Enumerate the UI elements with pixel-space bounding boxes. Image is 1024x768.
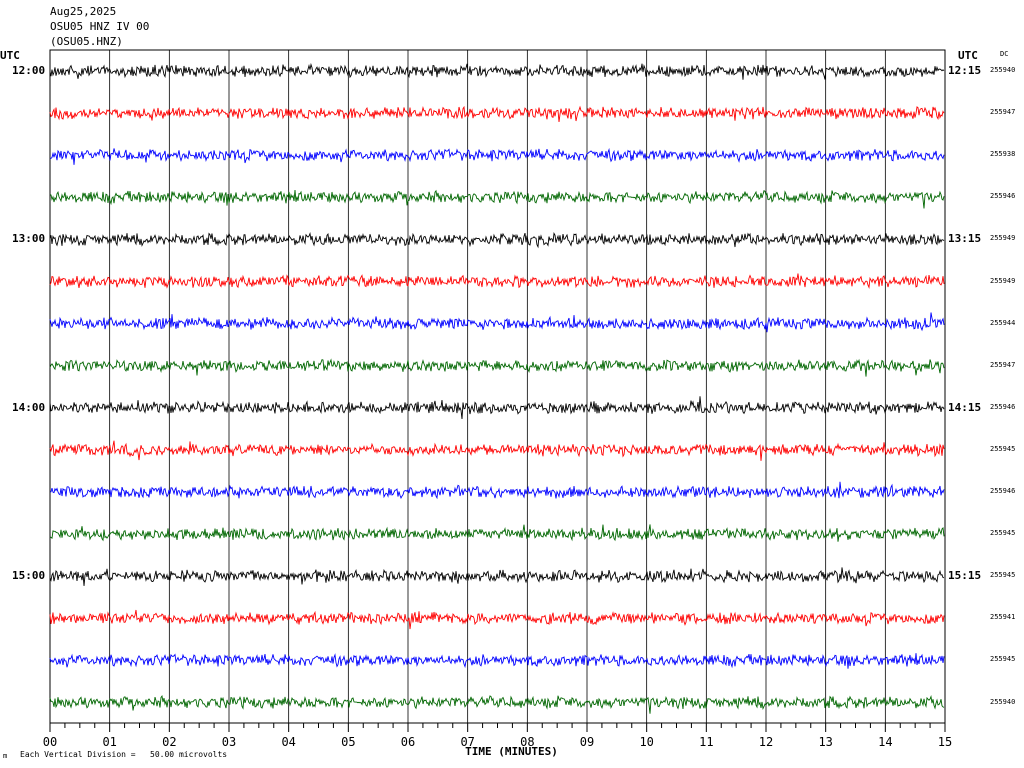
trace-line [49,440,945,461]
row-dc-value: 255940 [990,66,1016,74]
x-tick-label: 13 [818,735,832,749]
trace-line [49,231,945,249]
x-tick-label: 08 [520,735,534,749]
x-tick-label: 00 [43,735,57,749]
row-time-left: 14:00 [12,400,46,414]
row-dc-value: 255946 [990,487,1016,495]
row-dc-value: 255945 [990,655,1016,664]
trace-line [49,481,945,500]
trace-line [49,524,945,542]
trace-line [49,105,945,123]
row-time-left: 13:00 [12,232,46,246]
x-axis-title: TIME (MINUTES) [465,745,558,758]
row-dc-value: 255946 [990,192,1016,201]
row-time-right: 15:15 [948,569,982,583]
dc-header-label: DC [1000,50,1009,58]
row-dc-value: 255945 [990,444,1016,453]
row-dc-value: 255941 [990,613,1016,622]
row-dc-value: 255945 [990,571,1016,580]
row-time-right: 12:15 [948,64,982,77]
x-tick-label: 01 [102,735,116,749]
utc-right-label: UTC [958,49,978,62]
date-label: Aug25,2025 [50,5,117,18]
station-label: OSU05 HNZ IV 00 [50,20,150,33]
row-time-left: 12:00 [12,64,46,77]
trace-line [49,273,945,289]
row-dc-value: 255944 [990,318,1016,327]
channel-label: (OSU05.HNZ) [50,35,123,48]
x-tick-label: 04 [281,735,295,749]
trace-line [49,189,945,209]
x-tick-label: 03 [222,735,236,749]
row-dc-value: 255947 [990,360,1016,369]
trace-line [49,147,945,165]
row-time-left: 15:00 [12,569,46,583]
utc-left-label: UTC [0,49,20,62]
x-tick-label: 06 [401,735,415,749]
scale-text: Each Vertical Division = 50.00 microvolt… [20,750,228,759]
row-dc-value: 255945 [990,529,1016,538]
x-tick-label: 11 [699,735,713,749]
x-tick-label: 15 [938,735,952,749]
trace-line [49,312,945,333]
x-tick-label: 10 [639,735,653,749]
x-tick-label: 12 [759,735,773,749]
trace-line [49,62,945,80]
row-time-right: 13:15 [948,232,982,246]
row-dc-value: 255940 [990,697,1016,706]
trace-line [49,695,945,714]
x-tick-label: 09 [580,735,594,749]
x-tick-label: 02 [162,735,176,749]
trace-line [49,653,945,669]
trace-line [49,609,945,630]
row-dc-value: 255946 [990,402,1016,411]
x-tick-label: 14 [878,735,892,749]
x-tick-label: 07 [460,735,474,749]
row-time-right: 14:15 [948,400,982,414]
row-dc-value: 255949 [990,234,1016,243]
row-dc-value: 255938 [990,150,1016,159]
trace-line [49,396,945,420]
row-dc-value: 255949 [990,276,1016,285]
trace-line [49,358,945,377]
corner-mark: m [3,752,8,760]
x-tick-label: 05 [341,735,355,749]
trace-line [49,567,945,586]
row-dc-value: 255947 [990,108,1016,117]
